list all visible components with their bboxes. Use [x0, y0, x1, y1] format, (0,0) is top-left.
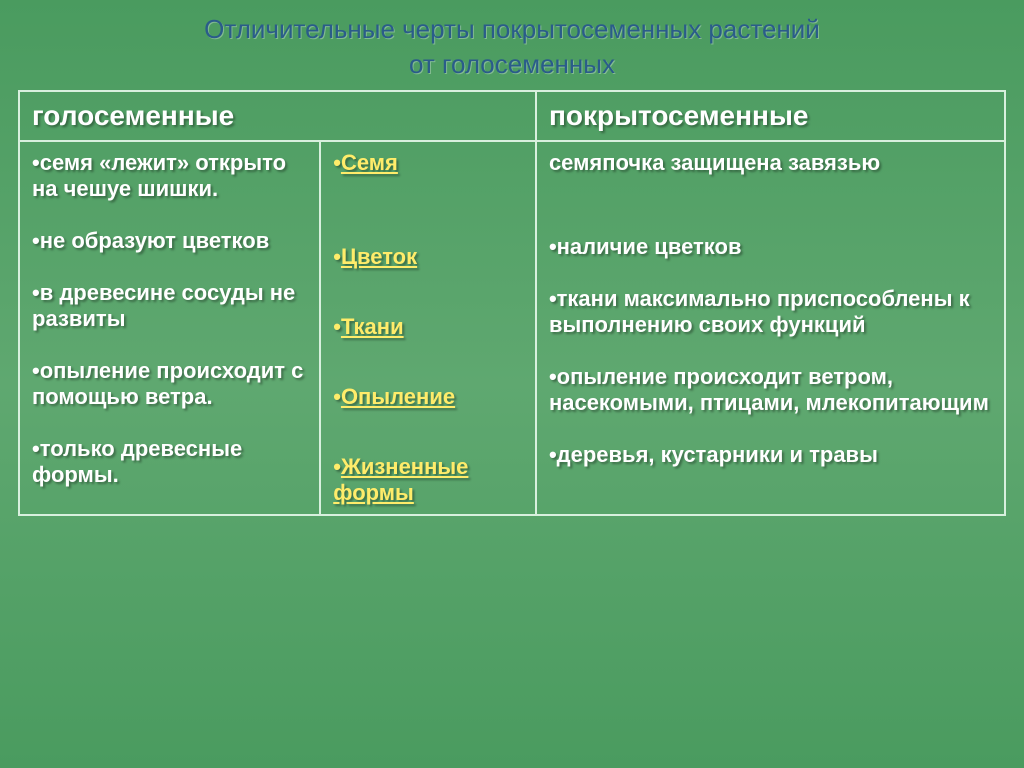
left-item: семя «лежит» открыто на чешуе шишки.: [32, 150, 286, 201]
middle-link[interactable]: Опыление: [341, 384, 455, 409]
middle-link[interactable]: Семя: [341, 150, 398, 175]
table-header-row: голосеменные покрытосеменные: [19, 91, 1005, 141]
comparison-table: голосеменные покрытосеменные •семя «лежи…: [18, 90, 1006, 516]
middle-link[interactable]: Жизненные формы: [333, 454, 468, 505]
left-item: опыление происходит с помощью ветра.: [32, 358, 303, 409]
left-item: не образуют цветков: [40, 228, 270, 253]
right-item: опыление происходит ветром, насекомыми, …: [549, 364, 989, 415]
left-item: в древесине сосуды не развиты: [32, 280, 295, 331]
table-body-row: •семя «лежит» открыто на чешуе шишки. •н…: [19, 141, 1005, 515]
right-item: семяпочка защищена завязью: [549, 150, 880, 175]
right-item: ткани максимально приспособлены к выполн…: [549, 286, 970, 337]
cell-left: •семя «лежит» открыто на чешуе шишки. •н…: [19, 141, 320, 515]
header-right: покрытосеменные: [536, 91, 1005, 141]
slide: Отличительные черты покрытосеменных раст…: [0, 0, 1024, 768]
middle-link[interactable]: Цветок: [341, 244, 417, 269]
title-line-1: Отличительные черты покрытосеменных раст…: [204, 14, 820, 44]
slide-title: Отличительные черты покрытосеменных раст…: [18, 12, 1006, 82]
header-left: голосеменные: [19, 91, 536, 141]
right-item: деревья, кустарники и травы: [557, 442, 878, 467]
right-item: наличие цветков: [557, 234, 742, 259]
middle-link[interactable]: Ткани: [341, 314, 404, 339]
cell-right: семяпочка защищена завязью •наличие цвет…: [536, 141, 1005, 515]
title-line-2: от голосеменных: [409, 49, 615, 79]
left-item: только древесные формы.: [32, 436, 242, 487]
cell-middle: •Семя •Цветок •Ткани •Опыление •Жизненны…: [320, 141, 536, 515]
